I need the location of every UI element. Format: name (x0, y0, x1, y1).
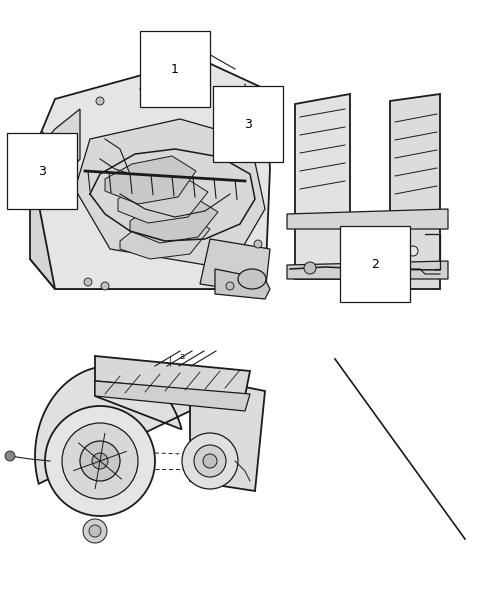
Text: 3: 3 (243, 117, 251, 131)
Circle shape (62, 423, 138, 499)
Polygon shape (287, 209, 447, 229)
Text: 2: 2 (370, 257, 378, 270)
Polygon shape (75, 119, 264, 269)
Polygon shape (389, 94, 439, 289)
Circle shape (407, 246, 417, 256)
Polygon shape (199, 239, 270, 294)
Circle shape (182, 433, 238, 489)
Circle shape (83, 519, 107, 543)
Polygon shape (120, 214, 210, 259)
Polygon shape (95, 356, 249, 396)
Circle shape (92, 453, 108, 469)
Circle shape (5, 451, 15, 461)
Polygon shape (95, 381, 249, 411)
Polygon shape (30, 59, 270, 289)
Circle shape (303, 262, 316, 274)
Polygon shape (35, 366, 190, 484)
Polygon shape (30, 259, 259, 289)
Circle shape (45, 406, 155, 516)
Polygon shape (287, 261, 447, 279)
Circle shape (101, 282, 109, 290)
Circle shape (226, 282, 233, 290)
Circle shape (16, 135, 24, 143)
Ellipse shape (238, 269, 265, 289)
Polygon shape (30, 129, 55, 289)
Circle shape (68, 165, 76, 173)
Circle shape (84, 278, 92, 286)
Circle shape (89, 525, 101, 537)
Polygon shape (190, 376, 264, 491)
Polygon shape (294, 94, 349, 279)
Circle shape (194, 445, 226, 477)
Text: 3: 3 (38, 164, 46, 177)
Polygon shape (130, 197, 217, 243)
Circle shape (254, 240, 261, 248)
Circle shape (176, 87, 183, 95)
Polygon shape (105, 156, 196, 204)
Circle shape (80, 441, 120, 481)
Circle shape (245, 130, 254, 138)
Circle shape (96, 97, 104, 105)
Text: 1: 1 (171, 62, 179, 75)
Text: a: a (180, 352, 185, 361)
Polygon shape (30, 109, 80, 209)
Polygon shape (214, 269, 270, 299)
Circle shape (203, 454, 216, 468)
Polygon shape (118, 177, 208, 223)
Polygon shape (229, 103, 268, 139)
